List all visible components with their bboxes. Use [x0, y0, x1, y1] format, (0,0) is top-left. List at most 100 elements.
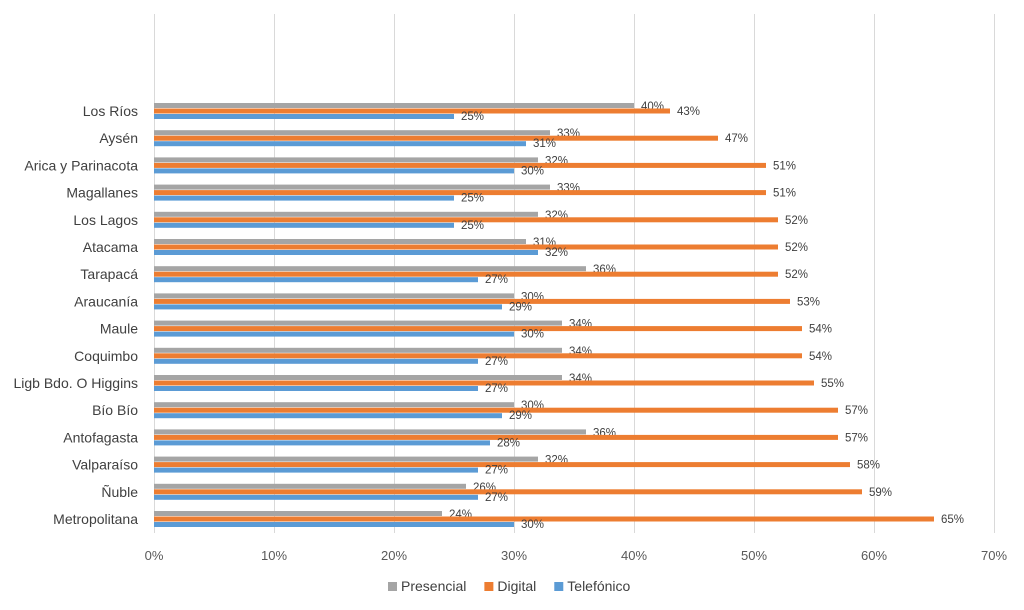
legend-swatch [554, 582, 564, 591]
data-label: 29% [509, 301, 532, 313]
bar-presencial [154, 375, 562, 380]
category-label: Araucanía [74, 293, 138, 309]
data-label: 27% [485, 465, 508, 477]
data-label: 31% [533, 138, 556, 150]
bar-telefónico [154, 467, 478, 473]
bar-presencial [154, 347, 562, 353]
bar-presencial [154, 239, 526, 244]
legend-label: Digital [497, 578, 536, 594]
category-label: Atacama [83, 239, 138, 255]
bar-presencial [154, 320, 562, 326]
data-label: 27% [485, 492, 508, 504]
data-label: 30% [521, 519, 544, 531]
bar-telefónico [154, 331, 514, 337]
bar-presencial [154, 483, 466, 489]
bar-telefónico [154, 222, 454, 228]
x-tick-label: 40% [621, 548, 647, 563]
bar-presencial [154, 157, 538, 163]
data-label: 30% [521, 329, 544, 341]
bar-telefónico [154, 168, 514, 174]
category-label: Antofagasta [63, 429, 138, 445]
category-label: Coquimbo [74, 348, 138, 364]
data-label: 25% [461, 193, 484, 205]
data-label: 65% [941, 514, 964, 526]
category-label: Los Ríos [83, 103, 138, 119]
x-tick-label: 20% [381, 548, 407, 563]
x-tick-label: 30% [501, 548, 527, 563]
data-label: 51% [773, 188, 796, 200]
data-label: 27% [485, 356, 508, 368]
category-label: Maule [100, 321, 138, 337]
bar-digital [154, 244, 778, 250]
bar-digital [154, 353, 802, 359]
legend-swatch [388, 582, 397, 591]
bar-digital [154, 489, 862, 495]
category-label: Arica y Parinacota [24, 157, 138, 173]
bar-digital [154, 271, 778, 277]
bar-telefónico [154, 114, 454, 119]
data-label: 55% [821, 378, 844, 390]
category-label: Ligb Bdo. O Higgins [13, 375, 138, 391]
bar-telefónico [154, 522, 514, 527]
legend-swatch [484, 582, 494, 591]
x-tick-label: 50% [741, 548, 767, 563]
bar-telefónico [154, 250, 538, 255]
bar-telefónico [154, 195, 454, 201]
data-label: 51% [773, 160, 796, 172]
data-label: 52% [785, 242, 808, 254]
data-label: 25% [461, 111, 484, 123]
legend-label: Presencial [401, 578, 466, 594]
data-label: 52% [785, 215, 808, 227]
data-label: 27% [485, 274, 508, 286]
x-tick-label: 60% [861, 548, 887, 563]
bar-digital [154, 407, 838, 413]
bar-presencial [154, 402, 514, 408]
data-label: 43% [677, 106, 700, 118]
bar-digital [154, 434, 838, 440]
data-label: 29% [509, 410, 532, 422]
bar-telefónico [154, 413, 502, 419]
data-label: 59% [869, 487, 892, 499]
bar-digital [154, 326, 802, 332]
bar-telefónico [154, 494, 478, 500]
bar-digital [154, 108, 670, 114]
bar-presencial [154, 103, 634, 108]
data-label: 57% [845, 405, 868, 417]
data-label: 54% [809, 324, 832, 336]
data-label: 25% [461, 220, 484, 232]
category-label: Bío Bío [92, 402, 138, 418]
bar-digital [154, 162, 766, 168]
data-label: 58% [857, 460, 880, 472]
x-tick-label: 10% [261, 548, 287, 563]
category-label: Magallanes [66, 185, 138, 201]
bar-presencial [154, 184, 550, 190]
x-tick-label: 0% [145, 548, 164, 563]
bar-telefónico [154, 358, 478, 364]
data-label: 47% [725, 133, 748, 145]
data-label: 27% [485, 383, 508, 395]
bar-presencial [154, 266, 586, 272]
data-label: 54% [809, 351, 832, 363]
category-label: Metropolitana [53, 511, 138, 527]
bar-presencial [154, 429, 586, 435]
bar-telefónico [154, 440, 490, 446]
bar-telefónico [154, 304, 502, 310]
category-label: Valparaíso [72, 457, 138, 473]
bar-digital [154, 516, 934, 522]
bar-digital [154, 217, 778, 223]
bar-presencial [154, 293, 514, 299]
data-label: 57% [845, 432, 868, 444]
bar-presencial [154, 211, 538, 217]
bar-digital [154, 298, 790, 304]
data-label: 30% [521, 165, 544, 177]
x-tick-label: 70% [981, 548, 1007, 563]
bar-presencial [154, 456, 538, 462]
data-label: 53% [797, 296, 820, 308]
data-label: 32% [545, 247, 568, 259]
category-label: Aysén [99, 130, 138, 146]
category-label: Los Lagos [73, 212, 138, 228]
category-label: Tarapacá [80, 266, 138, 282]
bar-telefónico [154, 277, 478, 283]
bar-digital [154, 135, 718, 141]
